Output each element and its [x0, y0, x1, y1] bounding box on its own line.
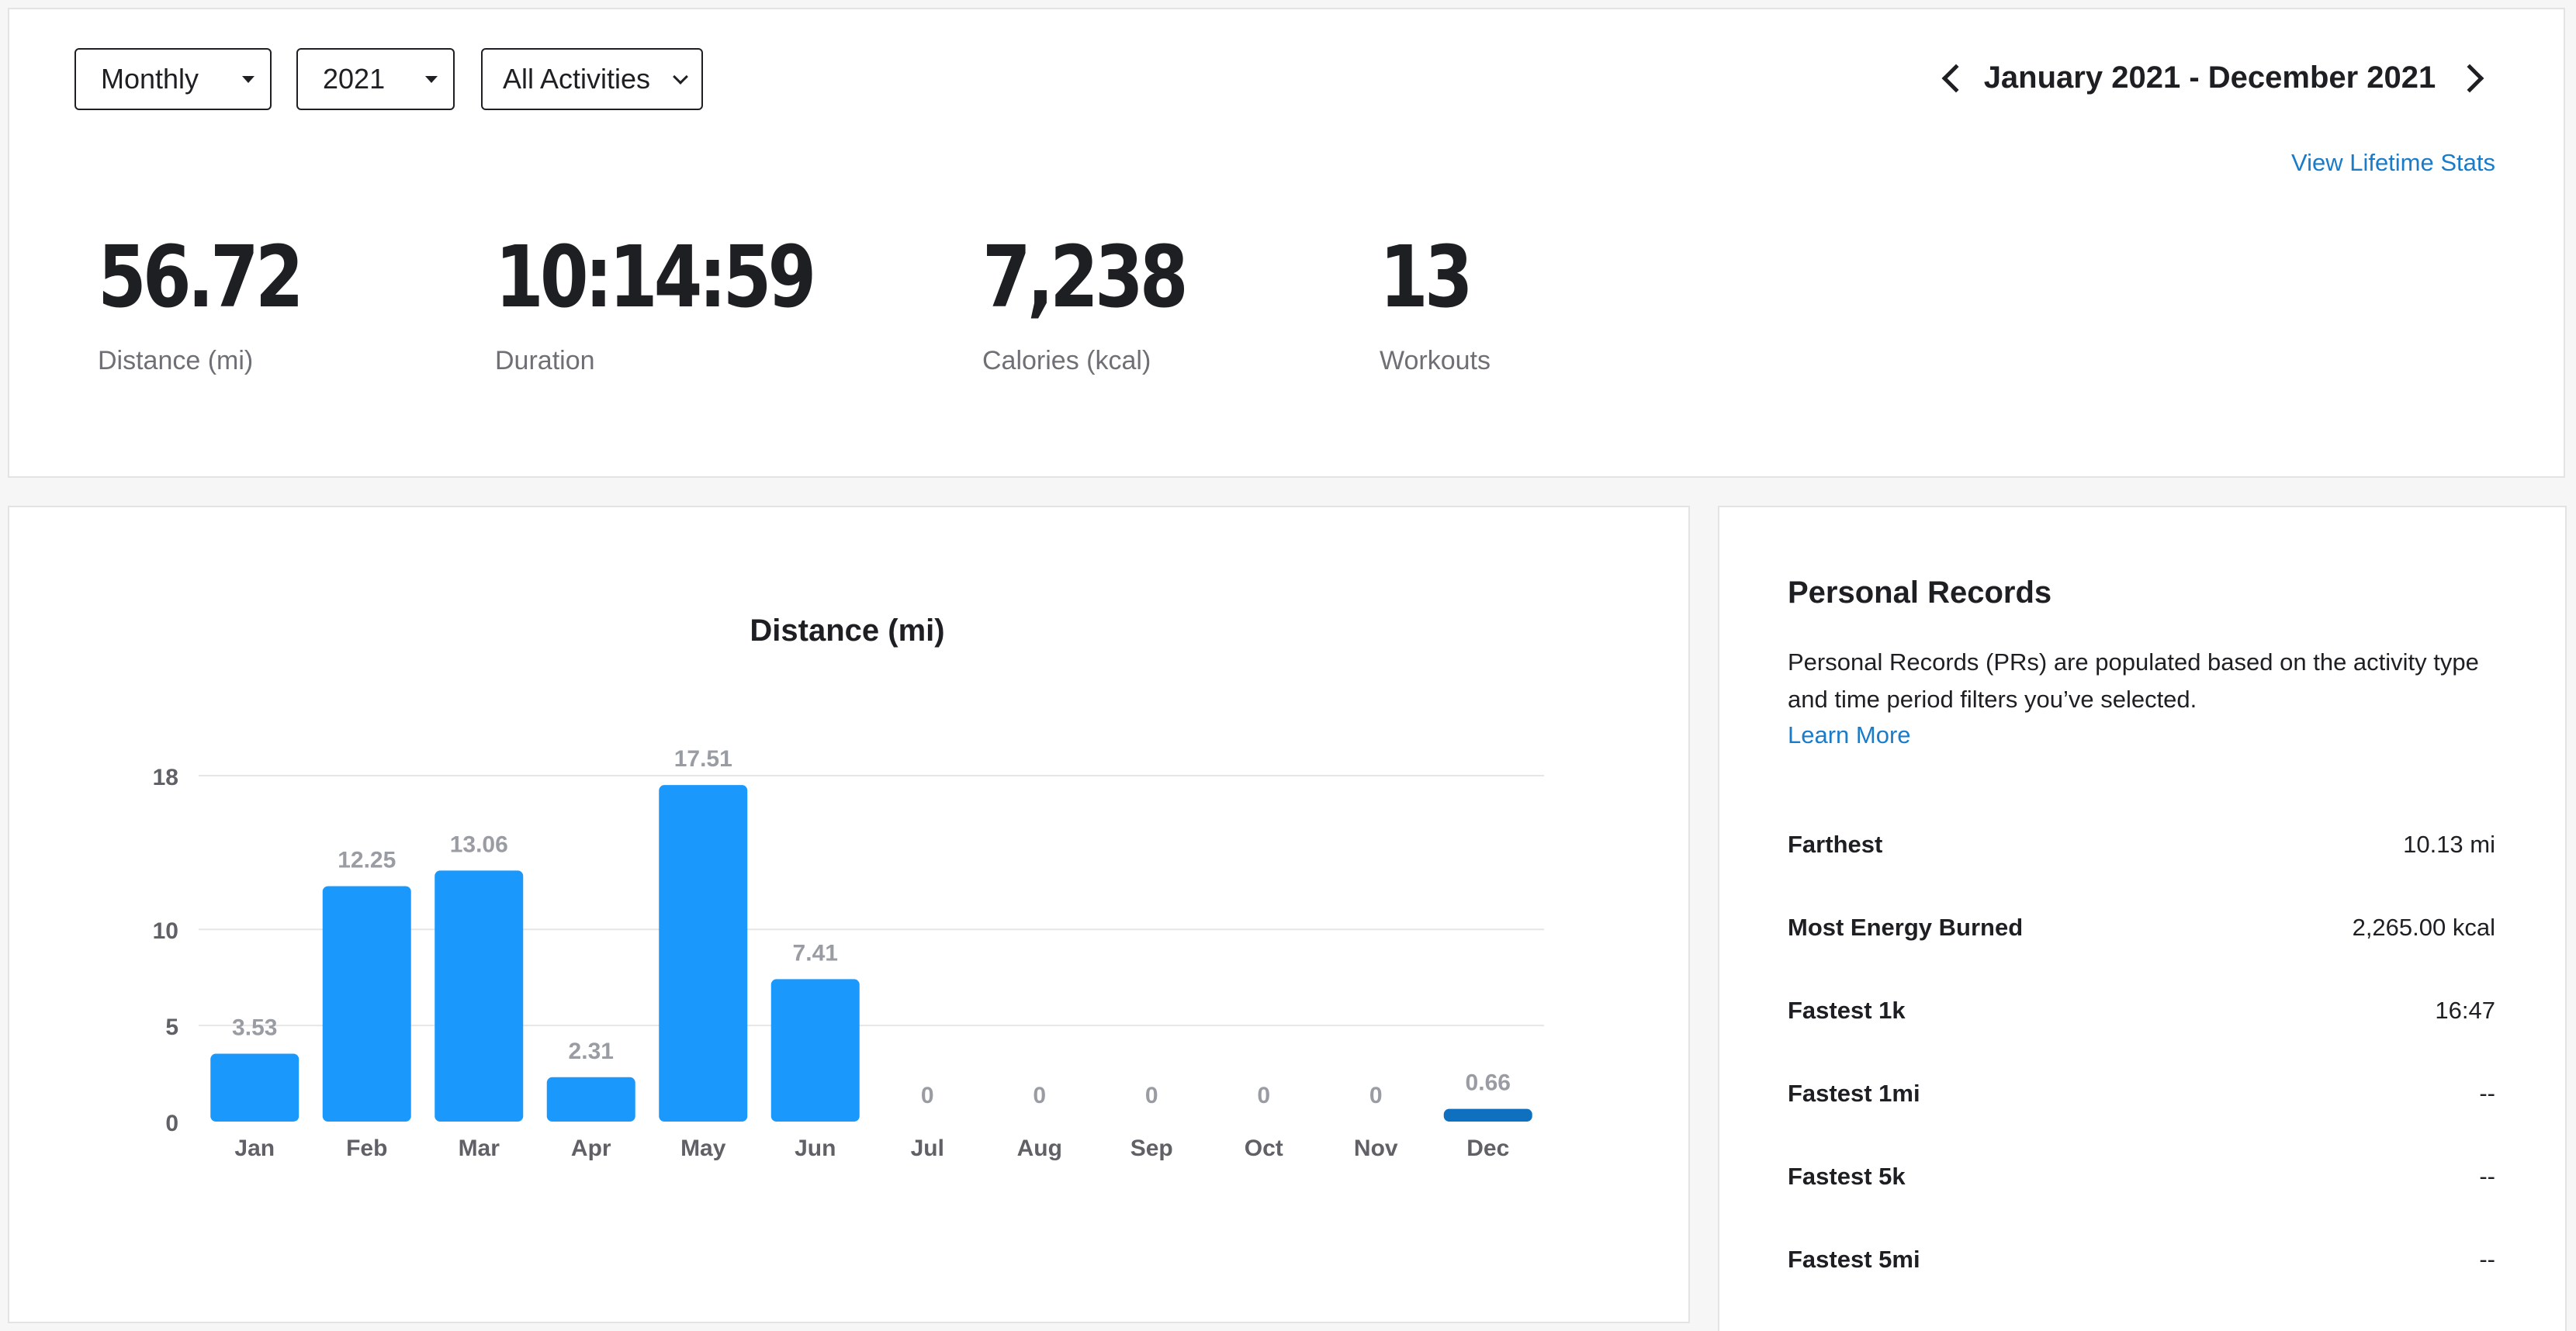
- bar-may[interactable]: [659, 785, 748, 1122]
- bar-value-label: 3.53: [232, 1015, 277, 1041]
- stat-calories: 7,238 Calories (kcal): [982, 234, 1229, 376]
- bar-value-label: 0: [1369, 1083, 1383, 1108]
- pr-value: 2,265.00 kcal: [2352, 914, 2495, 941]
- pr-label: Fastest 5mi: [1788, 1246, 1920, 1273]
- y-tick-label: 18: [153, 765, 178, 790]
- chevron-left-icon[interactable]: [1941, 64, 1971, 93]
- stat-workouts: 13 Workouts: [1380, 234, 1491, 376]
- bar-value-label: 7.41: [793, 940, 838, 966]
- x-tick-label: Nov: [1354, 1136, 1398, 1161]
- stat-distance: 56.72 Distance (mi): [98, 234, 345, 376]
- y-tick-label: 10: [153, 918, 178, 944]
- stat-value: 10:14:59: [495, 227, 816, 327]
- y-tick-label: 0: [165, 1111, 178, 1136]
- pr-row-farthest: Farthest 10.13 mi: [1788, 825, 2495, 864]
- pr-label: Fastest 1k: [1788, 997, 1906, 1024]
- pr-label: Fastest 1mi: [1788, 1080, 1920, 1107]
- pr-row-fastest-5k: Fastest 5k --: [1788, 1157, 2495, 1196]
- distance-chart-panel: Distance (mi) 0 5 10 18 3.53 Jan 12.25 Feb 13.06…: [8, 506, 1690, 1323]
- bar-jan[interactable]: [210, 1053, 299, 1122]
- pr-value: --: [2479, 1080, 2495, 1107]
- personal-records-title: Personal Records: [1788, 576, 2052, 610]
- x-tick-label: Sep: [1130, 1136, 1173, 1161]
- x-tick-label: May: [680, 1136, 726, 1161]
- pr-value: --: [2479, 1246, 2495, 1273]
- pr-row-most-energy: Most Energy Burned 2,265.00 kcal: [1788, 908, 2495, 947]
- x-tick-label: Mar: [459, 1136, 500, 1161]
- pr-row-fastest-1mi: Fastest 1mi --: [1788, 1074, 2495, 1113]
- stat-label: Calories (kcal): [982, 346, 1151, 375]
- activity-dropdown-label: All Activities: [503, 63, 651, 95]
- stat-value: 56.72: [98, 227, 304, 327]
- bar-value-label: 0: [1033, 1083, 1046, 1108]
- bar-value-label: 12.25: [338, 847, 396, 873]
- bar-jun[interactable]: [770, 979, 860, 1122]
- personal-records-description: Personal Records (PRs) are populated bas…: [1788, 648, 2479, 713]
- bar-value-label: 0: [921, 1083, 934, 1108]
- stat-value: 13: [1380, 227, 1473, 327]
- pr-row-fastest-5mi: Fastest 5mi --: [1788, 1240, 2495, 1279]
- bar-feb[interactable]: [322, 886, 411, 1122]
- summary-panel: Monthly 2021 All Activities January 2021…: [8, 8, 2565, 478]
- date-range-label: January 2021 - December 2021: [1983, 60, 2436, 95]
- stat-duration: 10:14:59 Duration: [495, 234, 882, 376]
- x-tick-label: Oct: [1245, 1136, 1283, 1161]
- stat-label: Distance (mi): [98, 346, 254, 375]
- pr-row-fastest-1k: Fastest 1k 16:47: [1788, 991, 2495, 1030]
- stat-value: 7,238: [982, 227, 1189, 327]
- pr-value: 10.13 mi: [2403, 831, 2495, 858]
- x-tick-label: Jul: [911, 1136, 944, 1161]
- caret-down-icon: [242, 76, 254, 83]
- distance-chart: Distance (mi) 0 5 10 18 3.53 Jan 12.25 Feb 13.06…: [153, 614, 1544, 1161]
- view-lifetime-stats-link[interactable]: View Lifetime Stats: [2290, 149, 2495, 176]
- pr-value: 16:47: [2435, 997, 2495, 1024]
- bar-value-label: 0.66: [1466, 1070, 1511, 1096]
- pr-label: Fastest 5k: [1788, 1163, 1906, 1190]
- x-tick-label: Apr: [571, 1136, 611, 1161]
- stat-label: Duration: [495, 346, 595, 375]
- personal-records-panel: Personal Records Personal Records (PRs) …: [1718, 506, 2567, 1331]
- pr-value: --: [2479, 1163, 2495, 1190]
- bar-dec[interactable]: [1443, 1108, 1532, 1122]
- year-dropdown-label: 2021: [323, 63, 386, 95]
- bar-value-label: 13.06: [450, 831, 508, 857]
- pr-label: Most Energy Burned: [1788, 914, 2024, 941]
- chevron-down-icon: [673, 69, 688, 85]
- bar-mar[interactable]: [435, 870, 524, 1122]
- period-dropdown-label: Monthly: [101, 63, 199, 95]
- bar-value-label: 17.51: [674, 746, 732, 772]
- activity-dropdown[interactable]: All Activities: [481, 48, 703, 110]
- chart-title: Distance (mi): [750, 614, 944, 648]
- x-tick-label: Aug: [1017, 1136, 1062, 1161]
- chevron-right-icon[interactable]: [2455, 64, 2484, 93]
- bar-apr[interactable]: [546, 1077, 635, 1122]
- bar-value-label: 0: [1145, 1083, 1158, 1108]
- x-tick-label: Jan: [234, 1136, 275, 1161]
- stat-label: Workouts: [1380, 346, 1491, 375]
- year-dropdown[interactable]: 2021: [296, 48, 455, 110]
- caret-down-icon: [425, 76, 438, 83]
- pr-label: Farthest: [1788, 831, 1883, 858]
- x-tick-label: Feb: [346, 1136, 387, 1161]
- x-tick-label: Jun: [795, 1136, 836, 1161]
- bar-value-label: 2.31: [569, 1039, 614, 1064]
- period-dropdown[interactable]: Monthly: [74, 48, 272, 110]
- y-tick-label: 5: [165, 1015, 178, 1040]
- x-tick-label: Dec: [1466, 1136, 1509, 1161]
- bar-value-label: 0: [1257, 1083, 1270, 1108]
- learn-more-link[interactable]: Learn More: [1788, 721, 1911, 748]
